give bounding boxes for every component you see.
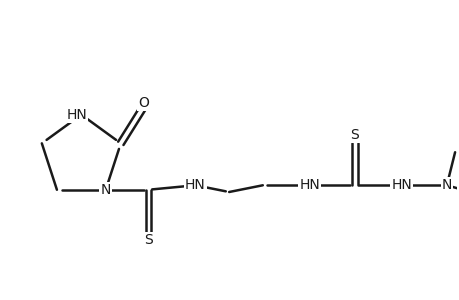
Text: N: N (441, 178, 451, 192)
Text: HN: HN (391, 178, 411, 192)
Text: HN: HN (66, 108, 87, 122)
Text: S: S (144, 233, 152, 247)
Text: HN: HN (299, 178, 319, 192)
Text: N: N (101, 183, 111, 197)
Text: HN: HN (185, 178, 206, 192)
Text: O: O (138, 96, 148, 110)
Text: S: S (350, 128, 358, 142)
